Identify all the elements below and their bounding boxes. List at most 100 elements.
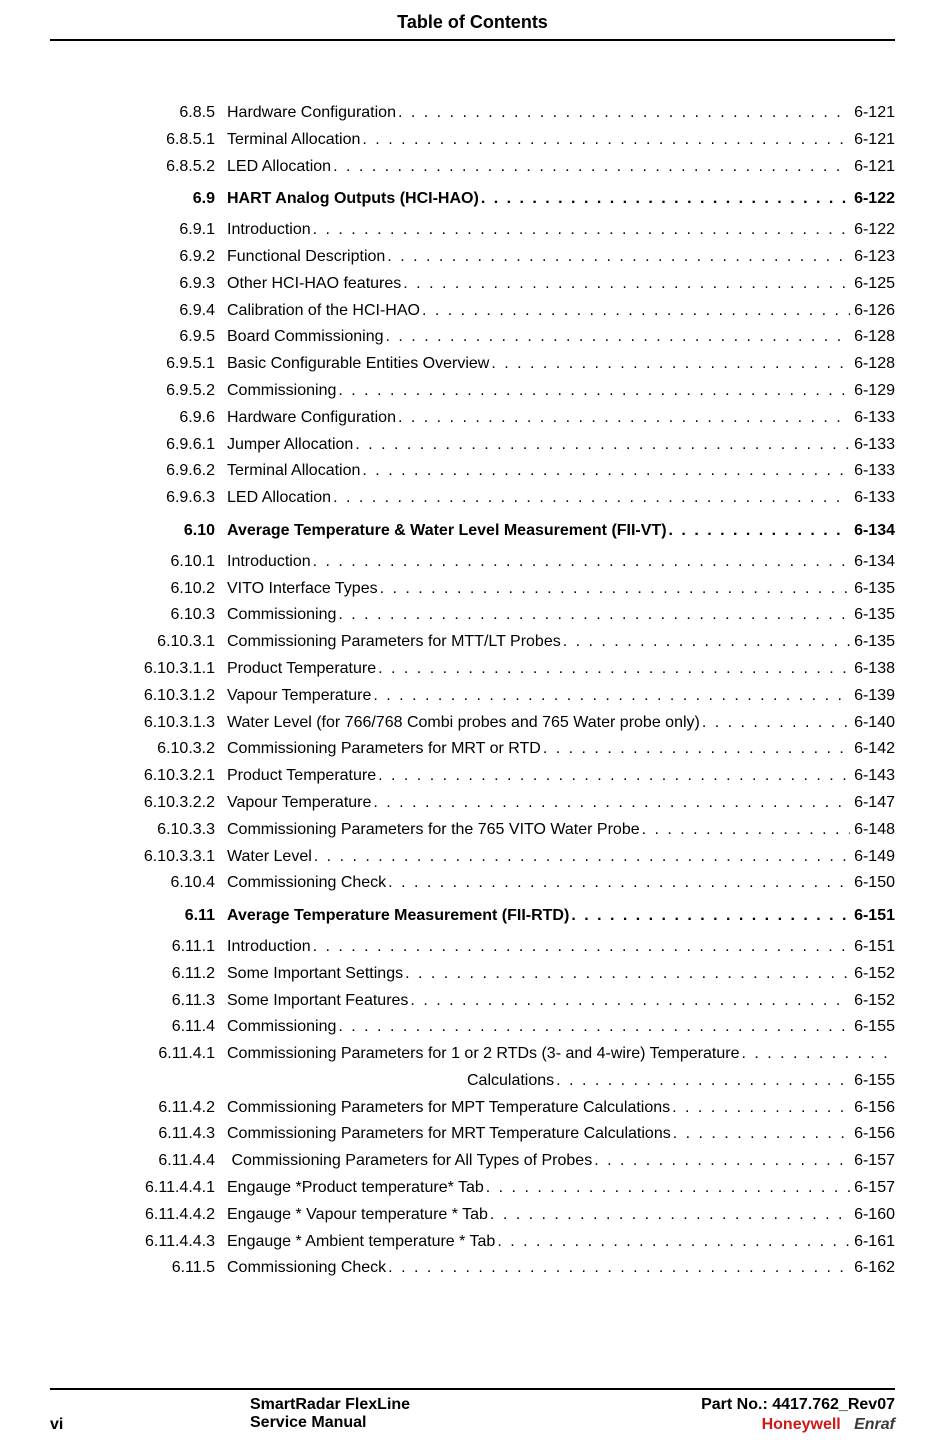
toc-page: 6-147 xyxy=(850,791,895,816)
footer-page-number: vi xyxy=(50,1396,250,1434)
toc-page: 6-152 xyxy=(850,989,895,1014)
toc-number: 6.8.5 xyxy=(105,101,227,126)
toc-row: 6.9.6.2Terminal Allocation6-133 xyxy=(105,459,895,484)
toc-number: 6.11.4.1 xyxy=(105,1042,227,1067)
toc-page: 6-140 xyxy=(850,711,895,736)
toc-row: 6.8.5Hardware Configuration6-121 xyxy=(105,101,895,126)
toc-page: 6-134 xyxy=(850,519,895,544)
toc-page: 6-150 xyxy=(850,871,895,896)
toc-number: 6.9.6.1 xyxy=(105,433,227,458)
toc-page: 6-157 xyxy=(850,1149,895,1174)
toc-leader xyxy=(311,218,850,243)
toc-number: 6.10 xyxy=(105,519,227,544)
toc-page: 6-123 xyxy=(850,245,895,270)
toc-title: Basic Configurable Entities Overview xyxy=(227,352,489,377)
toc-page: 6-126 xyxy=(850,299,895,324)
toc-row: 6.11.4.1Commissioning Parameters for 1 o… xyxy=(105,1042,895,1067)
toc-title: Engauge *Product temperature* Tab xyxy=(227,1176,484,1201)
toc-leader xyxy=(488,1203,850,1228)
toc-number: 6.11.5 xyxy=(105,1256,227,1281)
toc-leader xyxy=(360,459,850,484)
toc-page: 6-128 xyxy=(850,325,895,350)
toc-row: 6.11.5Commissioning Check6-162 xyxy=(105,1256,895,1281)
toc-title: Introduction xyxy=(227,550,311,575)
toc-row: 6.9.5.1Basic Configurable Entities Overv… xyxy=(105,352,895,377)
toc-page: 6-122 xyxy=(850,218,895,243)
toc-page: 6-128 xyxy=(850,352,895,377)
toc-title: Commissioning Parameters for MRT Tempera… xyxy=(227,1122,671,1147)
toc-row: 6.9.2Functional Description6-123 xyxy=(105,245,895,270)
toc-page: 6-151 xyxy=(850,935,895,960)
toc-number: 6.10.3.2.2 xyxy=(105,791,227,816)
toc-leader xyxy=(670,1096,850,1121)
toc-title: Product Temperature xyxy=(227,657,376,682)
toc-leader xyxy=(495,1230,850,1255)
toc-page: 6-135 xyxy=(850,630,895,655)
toc-row: Calculations6-155 xyxy=(105,1069,895,1094)
toc-row: 6.11.3Some Important Features6-152 xyxy=(105,989,895,1014)
toc-leader xyxy=(331,486,850,511)
toc-number: 6.9.6 xyxy=(105,406,227,431)
toc-page: 6-134 xyxy=(850,550,895,575)
footer-brand: Honeywell Enraf xyxy=(701,1416,895,1434)
toc-title: Commissioning xyxy=(227,603,336,628)
header-rule xyxy=(50,39,895,41)
toc-row: 6.11.4.4.3Engauge * Ambient temperature … xyxy=(105,1230,895,1255)
toc-number: 6.11.4.4.3 xyxy=(105,1230,227,1255)
toc-row: 6.10.3.1.1Product Temperature6-138 xyxy=(105,657,895,682)
toc-leader xyxy=(403,962,850,987)
toc-page: 6-135 xyxy=(850,577,895,602)
toc-title: Calibration of the HCI-HAO xyxy=(227,299,420,324)
toc-leader xyxy=(396,406,850,431)
toc-page: 6-148 xyxy=(850,818,895,843)
toc-row: 6.10.3.2.2Vapour Temperature6-147 xyxy=(105,791,895,816)
toc-title: Functional Description xyxy=(227,245,385,270)
toc-page: 6-121 xyxy=(850,101,895,126)
toc-leader xyxy=(371,684,850,709)
toc-row: 6.10Average Temperature & Water Level Me… xyxy=(105,519,895,544)
toc-title: Water Level (for 766/768 Combi probes an… xyxy=(227,711,700,736)
toc-leader xyxy=(378,577,850,602)
toc-number: 6.10.3.2 xyxy=(105,737,227,762)
toc-row: 6.8.5.1Terminal Allocation6-121 xyxy=(105,128,895,153)
toc-page: 6-160 xyxy=(850,1203,895,1228)
toc-leader xyxy=(311,550,850,575)
toc-row: 6.10.3.2Commissioning Parameters for MRT… xyxy=(105,737,895,762)
toc-row: 6.11.2Some Important Settings6-152 xyxy=(105,962,895,987)
toc-row: 6.9.5.2Commissioning6-129 xyxy=(105,379,895,404)
toc-leader xyxy=(336,603,850,628)
toc-title: Vapour Temperature xyxy=(227,684,371,709)
toc-row: 6.10.3.1Commissioning Parameters for MTT… xyxy=(105,630,895,655)
toc-leader xyxy=(331,155,850,180)
toc-number: 6.10.2 xyxy=(105,577,227,602)
toc-number: 6.10.3.3.1 xyxy=(105,845,227,870)
toc-title: Terminal Allocation xyxy=(227,128,360,153)
toc-page: 6-133 xyxy=(850,459,895,484)
toc-page: 6-156 xyxy=(850,1096,895,1121)
toc-row: 6.11.4.4.1Engauge *Product temperature* … xyxy=(105,1176,895,1201)
toc-row: 6.10.3.1.3Water Level (for 766/768 Combi… xyxy=(105,711,895,736)
toc-title: Some Important Features xyxy=(227,989,408,1014)
toc-row: 6.11.4Commissioning6-155 xyxy=(105,1015,895,1040)
toc-page: 6-133 xyxy=(850,433,895,458)
toc-page: 6-139 xyxy=(850,684,895,709)
toc-number: 6.11.4.4.1 xyxy=(105,1176,227,1201)
toc-leader xyxy=(371,791,850,816)
toc-row: 6.10.4Commissioning Check6-150 xyxy=(105,871,895,896)
toc-leader xyxy=(561,630,850,655)
toc-number: 6.11.4.3 xyxy=(105,1122,227,1147)
toc-number: 6.11.4.4 xyxy=(105,1149,227,1174)
footer: vi SmartRadar FlexLine Service Manual Pa… xyxy=(0,1388,945,1434)
footer-doc-title: SmartRadar FlexLine Service Manual xyxy=(250,1396,701,1432)
toc-title: Average Temperature & Water Level Measur… xyxy=(227,519,667,544)
toc-page: 6-149 xyxy=(850,845,895,870)
toc-row: 6.9HART Analog Outputs (HCI-HAO)6-122 xyxy=(105,187,895,212)
toc-title: Engauge * Vapour temperature * Tab xyxy=(227,1203,488,1228)
toc-row: 6.11.4.3Commissioning Parameters for MRT… xyxy=(105,1122,895,1147)
toc-page: 6-135 xyxy=(850,603,895,628)
toc-number: 6.10.3.1 xyxy=(105,630,227,655)
toc-leader xyxy=(386,1256,850,1281)
toc-number: 6.9.5 xyxy=(105,325,227,350)
toc-row: 6.10.3.3.1Water Level6-149 xyxy=(105,845,895,870)
toc-row: 6.11.4.4 Commissioning Parameters for Al… xyxy=(105,1149,895,1174)
